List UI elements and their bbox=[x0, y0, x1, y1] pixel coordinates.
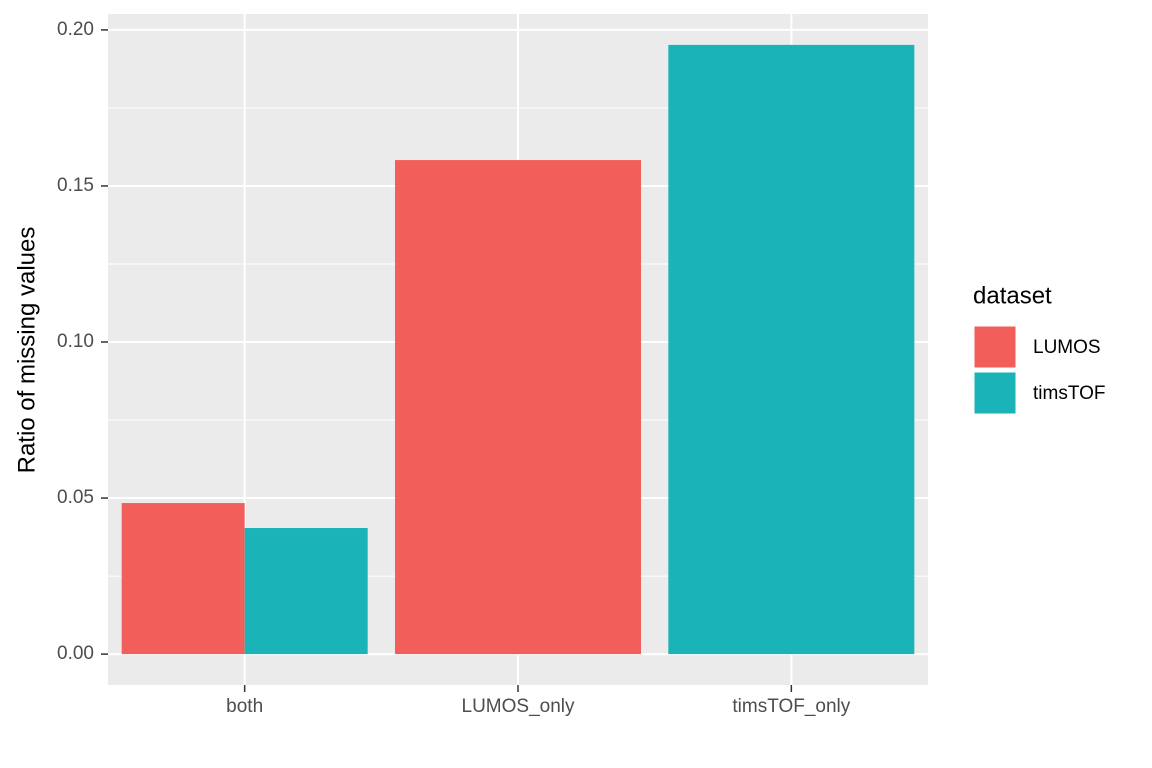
legend-label: LUMOS bbox=[1033, 337, 1101, 358]
y-tick-label: 0.15 bbox=[57, 175, 94, 196]
bar bbox=[121, 503, 245, 655]
x-tick-label: both bbox=[226, 696, 263, 717]
legend-key bbox=[973, 371, 1017, 415]
y-tick-label: 0.10 bbox=[57, 331, 94, 352]
legend-key bbox=[973, 325, 1017, 369]
legend-label: timsTOF bbox=[1033, 383, 1105, 404]
x-tick-label: timsTOF_only bbox=[732, 696, 850, 717]
bar bbox=[668, 44, 915, 655]
y-tick-label: 0.00 bbox=[57, 643, 94, 664]
bar bbox=[244, 528, 368, 655]
x-tick-label: LUMOS_only bbox=[462, 696, 575, 717]
y-tick-label: 0.05 bbox=[57, 487, 94, 508]
y-tick-label: 0.20 bbox=[57, 19, 94, 40]
y-axis-title: Ratio of missing values bbox=[13, 227, 40, 474]
legend-title: dataset bbox=[973, 282, 1052, 309]
bar bbox=[395, 160, 641, 655]
